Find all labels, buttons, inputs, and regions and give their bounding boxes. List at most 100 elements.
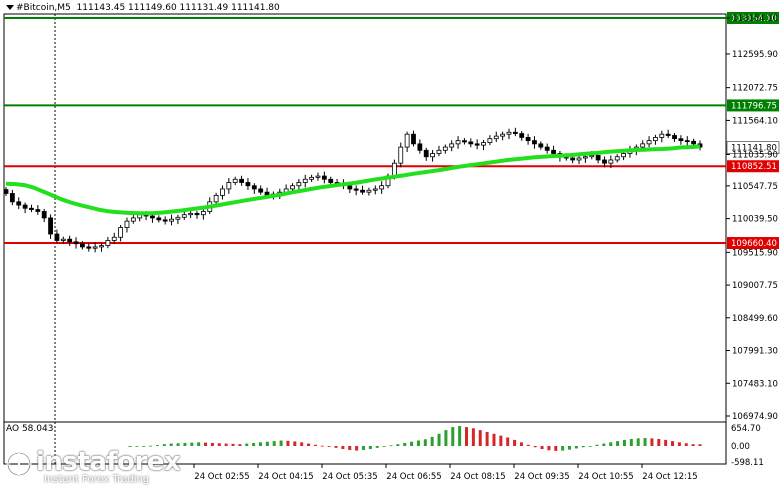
x-tick-label: 24 Oct 10:55 bbox=[578, 472, 633, 482]
ao-bar bbox=[568, 446, 572, 450]
candle-body bbox=[525, 137, 531, 142]
level-badge bbox=[727, 237, 779, 250]
ao-bar bbox=[396, 444, 400, 446]
candle-body bbox=[86, 246, 92, 249]
dropdown-triangle-icon[interactable] bbox=[6, 5, 14, 10]
ao-bar bbox=[664, 439, 668, 446]
ao-bar bbox=[602, 443, 606, 446]
candle-body bbox=[328, 178, 334, 183]
ao-bar bbox=[183, 442, 187, 446]
y-axis: 113154.10 112595.90 112072.75 111564.10 1110… bbox=[726, 14, 778, 422]
candle-body bbox=[296, 182, 302, 187]
candle-body bbox=[570, 157, 576, 161]
current-price-label: 111141.80 bbox=[731, 144, 777, 154]
candle-body bbox=[124, 220, 130, 228]
ao-bar bbox=[465, 427, 469, 446]
candle-body bbox=[455, 140, 461, 145]
candle-body bbox=[105, 240, 111, 247]
candle-body bbox=[169, 218, 174, 222]
candle-body bbox=[614, 156, 620, 161]
candle-body bbox=[29, 207, 34, 210]
ao-axis: 654.70 0.00 -598.11 bbox=[731, 424, 764, 468]
level-lines: 113154.10 111796.75 110852.51 109660.40 1111… bbox=[4, 12, 780, 250]
ao-bar bbox=[540, 446, 544, 450]
ao-bar bbox=[368, 446, 372, 450]
ao-bar bbox=[657, 438, 661, 446]
ao-bar bbox=[300, 442, 304, 446]
instaforex-logo-icon bbox=[6, 451, 32, 477]
y-tick-label: 109007.75 bbox=[732, 281, 778, 291]
ao-bar bbox=[547, 446, 551, 451]
ao-bar bbox=[204, 442, 208, 446]
main-plot-frame bbox=[3, 13, 727, 423]
x-tick-label: 24 Oct 12:15 bbox=[642, 472, 697, 482]
ao-plot-frame bbox=[3, 421, 727, 465]
candle-body bbox=[462, 140, 467, 143]
ma-line bbox=[5, 144, 701, 216]
ao-scale-label: -598.11 bbox=[731, 458, 764, 468]
candle-body bbox=[602, 159, 607, 164]
ao-bar bbox=[410, 441, 414, 446]
candle-body bbox=[226, 182, 232, 190]
ao-bar bbox=[533, 446, 537, 448]
level-label: 109660.40 bbox=[731, 239, 777, 249]
candle-body bbox=[99, 245, 104, 248]
ao-bar bbox=[142, 446, 146, 447]
candle-body bbox=[442, 146, 448, 151]
candle-body bbox=[258, 188, 264, 193]
ao-bar bbox=[588, 446, 592, 447]
candle-body bbox=[608, 159, 614, 164]
candle-body bbox=[379, 185, 385, 190]
candle-body bbox=[290, 185, 295, 190]
candle-body bbox=[111, 236, 117, 241]
candle-body bbox=[659, 133, 665, 138]
level-label: 113154.10 bbox=[731, 14, 777, 24]
candle-body bbox=[691, 140, 697, 145]
ao-bar bbox=[224, 443, 228, 446]
y-tick-label: 111564.10 bbox=[732, 116, 778, 126]
candle-body bbox=[353, 188, 359, 191]
x-tick-label: 24 Oct 05:35 bbox=[322, 472, 377, 482]
ao-bar bbox=[286, 440, 290, 446]
watermark-brand: instaforex bbox=[36, 447, 181, 477]
candle-body bbox=[684, 140, 690, 143]
ao-bar bbox=[135, 446, 139, 447]
ao-bar bbox=[176, 443, 180, 446]
ao-bar bbox=[423, 439, 427, 446]
ao-bar bbox=[327, 446, 331, 447]
y-tick-label: 113154.10 bbox=[732, 14, 778, 24]
candle-body bbox=[251, 185, 257, 190]
candle-body bbox=[213, 194, 219, 203]
candle-body bbox=[60, 238, 66, 241]
ao-bar bbox=[581, 446, 585, 448]
candle-body bbox=[3, 189, 9, 194]
ao-bar bbox=[279, 440, 283, 446]
candle-body bbox=[54, 233, 60, 241]
candle-body bbox=[468, 141, 474, 145]
candle-body bbox=[398, 146, 404, 164]
ao-bar bbox=[622, 439, 626, 446]
candle-body bbox=[302, 178, 308, 183]
ao-bar bbox=[341, 446, 345, 450]
y-tick-label: 106974.90 bbox=[732, 412, 778, 422]
ao-bar bbox=[506, 437, 510, 446]
ao-bar bbox=[691, 444, 695, 446]
ao-bar bbox=[355, 446, 359, 451]
candle-body bbox=[175, 216, 181, 220]
ao-bar bbox=[698, 444, 702, 446]
ao-bar bbox=[430, 436, 434, 446]
ao-bar bbox=[650, 438, 654, 446]
ao-bar bbox=[636, 438, 640, 446]
ao-bar bbox=[416, 440, 420, 446]
ao-bar bbox=[307, 443, 311, 446]
ohlc-values: 111143.45 111149.60 111131.49 111141.80 bbox=[76, 3, 280, 13]
ao-bar bbox=[348, 446, 352, 450]
watermark-tagline: Instant Forex Trading bbox=[44, 474, 150, 485]
candle-body bbox=[512, 131, 518, 134]
candle-body bbox=[315, 175, 321, 178]
candle-body bbox=[551, 149, 556, 154]
candle-body bbox=[589, 155, 595, 158]
candle-body bbox=[519, 133, 525, 138]
ao-bar bbox=[231, 443, 235, 446]
